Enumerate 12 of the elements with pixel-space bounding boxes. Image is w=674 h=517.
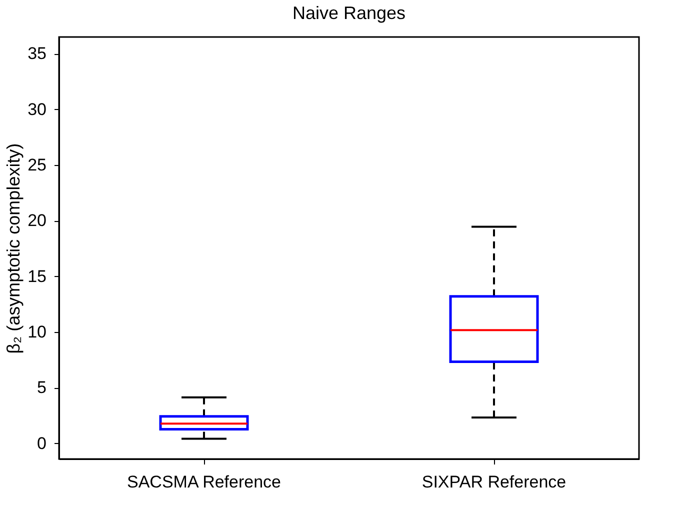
chart-title: Naive Ranges <box>292 3 406 23</box>
x-tick-label: SIXPAR Reference <box>422 472 566 492</box>
y-axis-title: β₂ (asymptotic complexity) <box>4 143 24 354</box>
y-tick-label: 30 <box>28 100 46 119</box>
y-tick-label: 5 <box>37 378 46 398</box>
y-tick-label: 0 <box>37 434 46 453</box>
x-tick-label: SACSMA Reference <box>126 472 282 492</box>
y-tick-label: 15 <box>28 266 46 286</box>
y-tick-label: 10 <box>28 322 46 342</box>
y-tick-label: 20 <box>28 211 46 230</box>
y-tick-label: 25 <box>28 156 46 175</box>
y-tick-label: 35 <box>28 44 46 64</box>
